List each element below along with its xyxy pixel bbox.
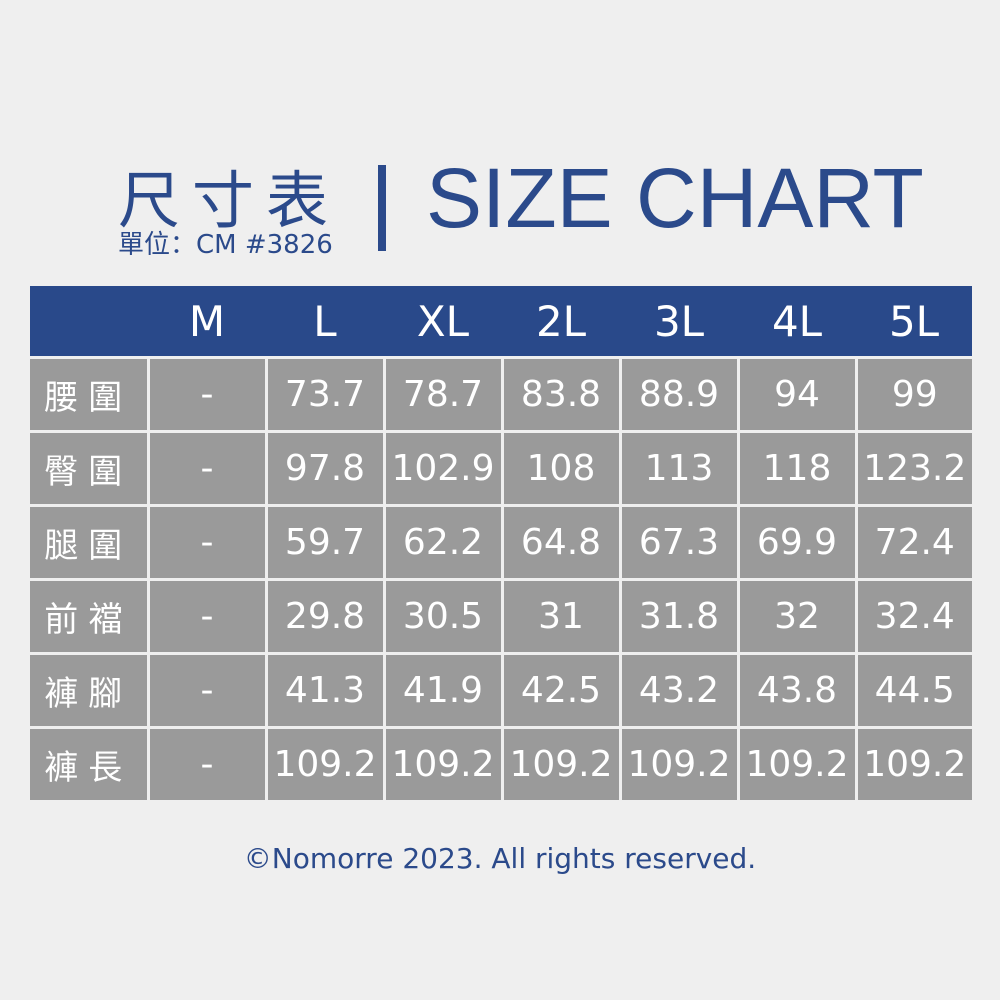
table-cell: 108 — [500, 430, 622, 507]
table-cell: 102.9 — [382, 430, 504, 507]
size-header-5l: 5L — [856, 286, 972, 358]
unit-label: 單位：CM #3826 — [118, 230, 333, 260]
row-label-pants-length: 褲長 — [30, 726, 150, 800]
size-table: M L XL 2L 3L 4L 5L 腰圍 - 73.7 78.7 83.8 8… — [30, 286, 972, 800]
size-header-l: L — [266, 286, 384, 358]
table-cell: 72.4 — [854, 504, 972, 581]
row-label-hip: 臀圍 — [30, 430, 150, 507]
table-cell: 99 — [854, 356, 972, 433]
size-header-xl: XL — [384, 286, 502, 358]
table-cell: 109.2 — [618, 726, 740, 800]
header-corner-cell — [30, 286, 148, 358]
row-label-thigh: 腿圍 — [30, 504, 150, 581]
table-cell: 83.8 — [500, 356, 622, 433]
size-header-3l: 3L — [620, 286, 738, 358]
title-divider — [378, 165, 386, 251]
table-cell: 78.7 — [382, 356, 504, 433]
table-cell: 43.8 — [736, 652, 858, 729]
size-header-2l: 2L — [502, 286, 620, 358]
table-cell: 67.3 — [618, 504, 740, 581]
title-chinese: 尺寸表 — [118, 164, 341, 237]
table-cell: 64.8 — [500, 504, 622, 581]
table-cell: 29.8 — [264, 578, 386, 655]
table-cell: 31.8 — [618, 578, 740, 655]
table-cell: 94 — [736, 356, 858, 433]
row-label-leg-opening: 褲腳 — [30, 652, 150, 729]
table-cell: 109.2 — [264, 726, 386, 800]
table-cell: 97.8 — [264, 430, 386, 507]
title-english: SIZE CHART — [426, 151, 924, 245]
size-header-m: M — [148, 286, 266, 358]
table-cell: 41.9 — [382, 652, 504, 729]
table-row: 腿圍 - 59.7 62.2 64.8 67.3 69.9 72.4 — [30, 504, 972, 581]
table-cell: 41.3 — [264, 652, 386, 729]
table-cell: 32.4 — [854, 578, 972, 655]
table-cell: - — [146, 356, 268, 433]
table-cell: 109.2 — [382, 726, 504, 800]
size-header-4l: 4L — [738, 286, 856, 358]
table-cell: 30.5 — [382, 578, 504, 655]
table-cell: 44.5 — [854, 652, 972, 729]
table-cell: 42.5 — [500, 652, 622, 729]
table-cell: 59.7 — [264, 504, 386, 581]
table-cell: - — [146, 652, 268, 729]
table-row: 腰圍 - 73.7 78.7 83.8 88.9 94 99 — [30, 356, 972, 433]
table-row: 褲腳 - 41.3 41.9 42.5 43.2 43.8 44.5 — [30, 652, 972, 729]
table-cell: - — [146, 726, 268, 800]
table-cell: 109.2 — [736, 726, 858, 800]
table-cell: 62.2 — [382, 504, 504, 581]
table-cell: 88.9 — [618, 356, 740, 433]
table-cell: - — [146, 430, 268, 507]
table-cell: - — [146, 504, 268, 581]
table-cell: 123.2 — [854, 430, 972, 507]
row-label-waist: 腰圍 — [30, 356, 150, 433]
copyright-notice: ©Nomorre 2023. All rights reserved. — [243, 842, 757, 875]
table-cell: 43.2 — [618, 652, 740, 729]
size-header-row: M L XL 2L 3L 4L 5L — [30, 286, 972, 358]
table-cell: 31 — [500, 578, 622, 655]
table-cell: 118 — [736, 430, 858, 507]
table-cell: 109.2 — [854, 726, 972, 800]
table-cell: - — [146, 578, 268, 655]
table-cell: 109.2 — [500, 726, 622, 800]
table-row: 前襠 - 29.8 30.5 31 31.8 32 32.4 — [30, 578, 972, 655]
table-cell: 32 — [736, 578, 858, 655]
table-row: 褲長 - 109.2 109.2 109.2 109.2 109.2 109.2 — [30, 726, 972, 800]
table-cell: 113 — [618, 430, 740, 507]
row-label-front-rise: 前襠 — [30, 578, 150, 655]
table-cell: 73.7 — [264, 356, 386, 433]
table-cell: 69.9 — [736, 504, 858, 581]
table-row: 臀圍 - 97.8 102.9 108 113 118 123.2 — [30, 430, 972, 507]
